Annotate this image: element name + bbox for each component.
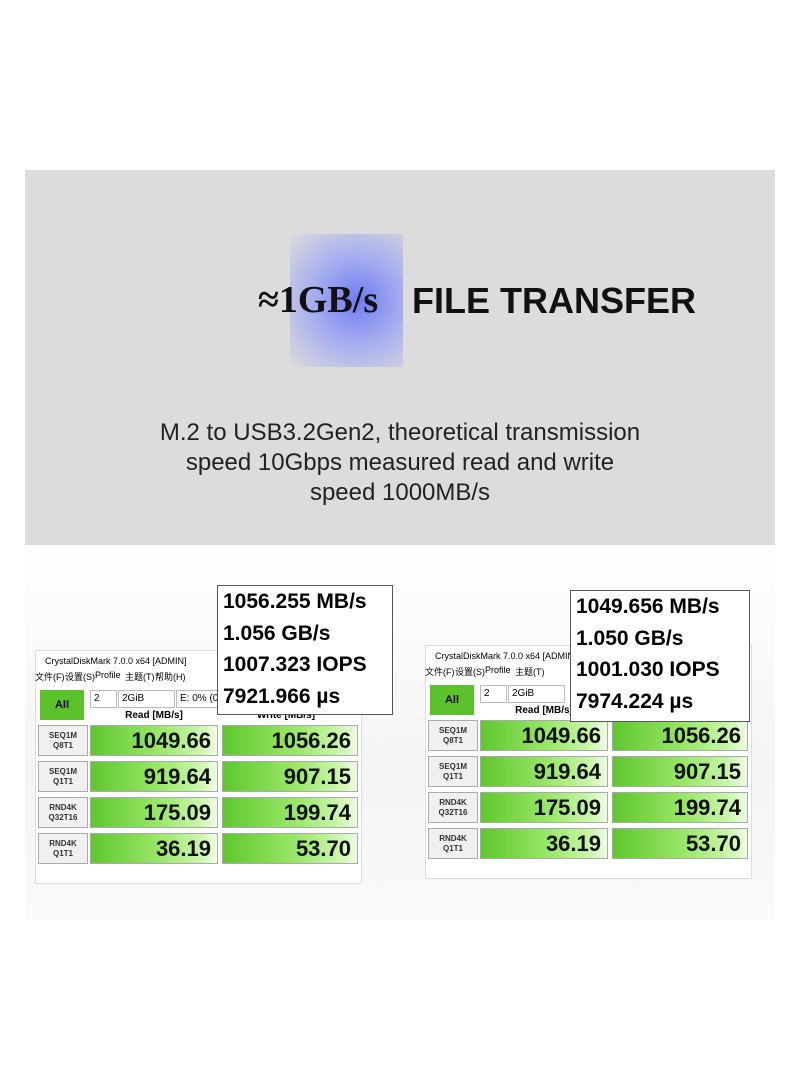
callout: 1056.255 MB/s 1.056 GB/s 1007.323 IOPS 7921… — [217, 585, 393, 715]
all-button[interactable]: All — [430, 685, 474, 715]
row-label-line: Q1T1 — [52, 849, 73, 858]
column-header: Read [MB/s] — [515, 705, 573, 716]
description-line: speed 10Gbps measured read and write — [185, 449, 615, 476]
callout-line: 7921.966 µs — [223, 684, 341, 708]
row-label: RND4K Q32T16 — [38, 797, 88, 828]
row-label: SEQ1M Q8T1 — [428, 720, 478, 751]
column-header: Read [MB/s] — [125, 710, 183, 721]
row-label-line: Q32T16 — [48, 813, 78, 822]
row-label-line: RND4K — [439, 834, 467, 843]
callout-line: 7974.224 µs — [576, 689, 694, 713]
read-value: 36.19 — [90, 833, 218, 864]
row-label-line: SEQ1M — [48, 731, 77, 740]
control[interactable]: 2 — [480, 685, 507, 703]
row-label-line: Q1T1 — [442, 844, 463, 853]
window-title: CrystalDiskMark 7.0.0 x64 [ADMIN] — [45, 656, 187, 666]
glow — [290, 234, 403, 367]
read-value: 919.64 — [90, 761, 218, 792]
menu-item: 文件(F) — [425, 667, 455, 677]
description-line: speed 1000MB/s — [309, 479, 491, 506]
callout-line: 1049.656 MB/s — [576, 595, 720, 618]
menu-item: 文件(F) — [35, 672, 65, 682]
row-label: SEQ1M Q1T1 — [428, 756, 478, 787]
row-label-line: Q8T1 — [442, 736, 463, 745]
control[interactable]: 2GiB — [118, 690, 175, 708]
write-value: 1056.26 — [222, 725, 358, 756]
read-value: 175.09 — [480, 792, 608, 823]
menu-item: 设置(S) — [455, 667, 485, 677]
callout: 1049.656 MB/s 1.050 GB/s 1001.030 IOPS 7974… — [570, 590, 750, 722]
read-value: 1049.66 — [480, 720, 608, 751]
menu-item: Profile — [95, 670, 121, 680]
all-button[interactable]: All — [40, 690, 84, 720]
menu-item: 主题(T) — [515, 667, 545, 677]
write-value: 53.70 — [222, 833, 358, 864]
write-value: 1056.26 — [612, 720, 748, 751]
row-label-line: SEQ1M — [48, 767, 77, 776]
row-label-line: Q32T16 — [438, 808, 468, 817]
window-title: CrystalDiskMark 7.0.0 x64 [ADMIN] — [435, 651, 577, 661]
row-label-line: SEQ1M — [438, 762, 467, 771]
column-header: Write [MB/s] — [256, 710, 316, 721]
control[interactable]: E: 0% (0 — [176, 690, 221, 708]
row-label-line: SEQ1M — [438, 726, 467, 735]
control[interactable]: 2GiB — [508, 685, 565, 703]
callout-line: 1.056 GB/s — [223, 621, 331, 645]
control[interactable]: 2 — [90, 690, 117, 708]
row-label: RND4K Q32T16 — [428, 792, 478, 823]
row-label-line: RND4K — [49, 803, 77, 812]
write-value: 53.70 — [612, 828, 748, 859]
row-label: SEQ1M Q8T1 — [38, 725, 88, 756]
menu-item: Profile — [485, 665, 511, 675]
row-label-line: Q8T1 — [52, 741, 73, 750]
write-value: 199.74 — [612, 792, 748, 823]
description-line: M.2 to USB3.2Gen2, theoretical transmiss… — [159, 419, 641, 446]
row-label-line: RND4K — [439, 798, 467, 807]
read-value: 36.19 — [480, 828, 608, 859]
callout-line: 1.050 GB/s — [576, 626, 684, 650]
title: FILE TRANSFER — [412, 280, 696, 321]
read-value: 919.64 — [480, 756, 608, 787]
write-value: 907.15 — [612, 756, 748, 787]
read-value: 175.09 — [90, 797, 218, 828]
row-label: RND4K Q1T1 — [38, 833, 88, 864]
row-label: RND4K Q1T1 — [428, 828, 478, 859]
menu-item: 帮助(H) — [155, 672, 186, 682]
callout-line: 1001.030 IOPS — [576, 658, 720, 681]
row-label-line: Q1T1 — [442, 772, 463, 781]
callout-line: 1007.323 IOPS — [223, 653, 367, 676]
write-value: 199.74 — [222, 797, 358, 828]
row-label-line: Q1T1 — [52, 777, 73, 786]
callout-line: 1056.255 MB/s — [223, 590, 367, 613]
row-label-line: RND4K — [49, 839, 77, 848]
menu-item: 主题(T) — [125, 672, 155, 682]
menu-item: 设置(S) — [65, 672, 95, 682]
read-value: 1049.66 — [90, 725, 218, 756]
write-value: 907.15 — [222, 761, 358, 792]
description: M.2 to USB3.2Gen2, theoretical transmiss… — [25, 418, 775, 508]
title-prefix: ≈1GB/s — [258, 279, 379, 321]
row-label: SEQ1M Q1T1 — [38, 761, 88, 792]
